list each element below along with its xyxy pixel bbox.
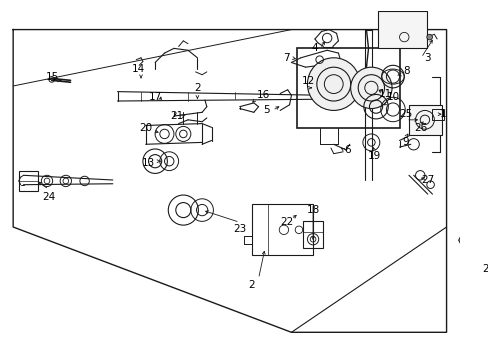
Bar	[19, 171, 38, 191]
Text: 17: 17	[148, 92, 162, 102]
Text: 13: 13	[142, 158, 155, 168]
Text: 10: 10	[386, 92, 399, 102]
Circle shape	[350, 67, 391, 109]
Text: 24: 24	[42, 192, 56, 202]
Bar	[431, 109, 443, 120]
Text: 20: 20	[139, 123, 152, 133]
Text: 22: 22	[280, 217, 293, 227]
Text: 12: 12	[301, 76, 314, 86]
Bar	[377, 11, 426, 48]
Text: 26: 26	[414, 123, 427, 133]
Bar	[408, 105, 441, 135]
Text: 7: 7	[283, 53, 289, 63]
Text: 2: 2	[248, 280, 255, 290]
Bar	[251, 203, 312, 255]
Text: 15: 15	[46, 72, 59, 82]
Text: 2: 2	[194, 83, 201, 93]
Text: 27: 27	[420, 175, 433, 185]
Text: 5: 5	[262, 105, 269, 116]
Text: 9: 9	[402, 138, 408, 147]
Text: 14: 14	[131, 64, 144, 74]
Text: 8: 8	[402, 66, 408, 76]
Text: 6: 6	[344, 145, 350, 155]
Text: 19: 19	[367, 152, 380, 162]
Text: 1: 1	[439, 109, 445, 119]
Text: 3: 3	[424, 53, 430, 63]
Text: 16: 16	[256, 90, 269, 100]
Text: 25: 25	[399, 109, 412, 119]
Bar	[297, 48, 400, 128]
Text: 4: 4	[311, 44, 318, 53]
Text: 21: 21	[170, 111, 183, 121]
Text: 28: 28	[481, 264, 488, 274]
Circle shape	[307, 58, 359, 111]
Text: 23: 23	[233, 224, 246, 234]
Bar	[302, 221, 323, 248]
Circle shape	[426, 34, 431, 40]
Text: 11: 11	[378, 89, 391, 99]
Text: 18: 18	[306, 205, 319, 215]
